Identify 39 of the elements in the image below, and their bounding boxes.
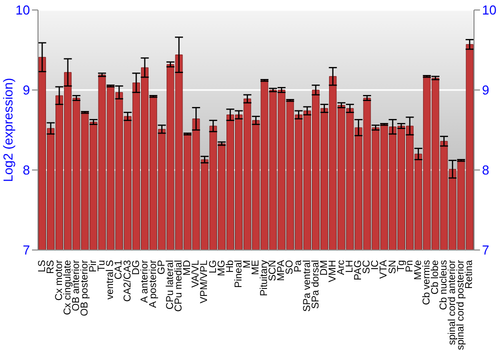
x-tick-label: CA2/CA3	[122, 260, 134, 302]
x-tick-label: spinal cord posterior	[456, 259, 467, 350]
y-axis-title: Log2 (expression)	[0, 78, 16, 182]
x-tick-label: A posterior	[148, 259, 159, 308]
x-tick-label: SPa dorsal	[310, 260, 322, 309]
x-tick-label: VTA	[378, 260, 390, 279]
x-tick-label: OB anterior	[70, 259, 82, 312]
y2-tick-label: 9	[482, 82, 490, 98]
x-tick-label: CA1	[114, 260, 125, 280]
x-tick-label: Pineal	[233, 260, 244, 288]
x-tick-label: DM	[318, 260, 330, 276]
y2-tick-label: 8	[482, 162, 490, 178]
x-tick-label: Pituitary	[259, 260, 270, 296]
x-tick-label: LG	[208, 260, 219, 274]
x-tick-label: VMH	[327, 260, 338, 282]
x-tick-label: VPM/VPL	[199, 260, 210, 304]
x-tick-label: GP	[156, 260, 168, 274]
x-tick-label: M	[242, 260, 253, 268]
x-tick-label: Pa	[293, 260, 304, 272]
y-tick-label: 10	[16, 2, 30, 18]
x-tick-label: DG	[130, 260, 142, 275]
x-tick-label: Tg	[396, 260, 407, 272]
x-tick-label: Pn	[404, 260, 416, 272]
x-tick-label: A anterior	[139, 259, 150, 303]
y-tick-label: 7	[22, 242, 30, 258]
y-tick-label: 8	[22, 162, 30, 178]
x-tick-label: MVe	[412, 260, 424, 280]
x-tick-label: RS	[45, 260, 56, 274]
x-tick-label: Arc	[336, 260, 347, 275]
x-tick-label: LS	[36, 260, 48, 272]
y2-tick-label: 7	[482, 242, 490, 258]
x-tick-label: OB posterior	[80, 259, 91, 316]
y2-tick-label: 10	[482, 2, 496, 18]
x-tick-label: Retina	[464, 260, 476, 289]
x-tick-label: ME	[250, 260, 262, 275]
x-tick-label: Hb	[224, 260, 236, 273]
y-tick-label: 9	[22, 82, 30, 98]
x-tick-label: SN	[387, 260, 398, 274]
x-tick-label: Cx cingulate	[62, 260, 74, 316]
